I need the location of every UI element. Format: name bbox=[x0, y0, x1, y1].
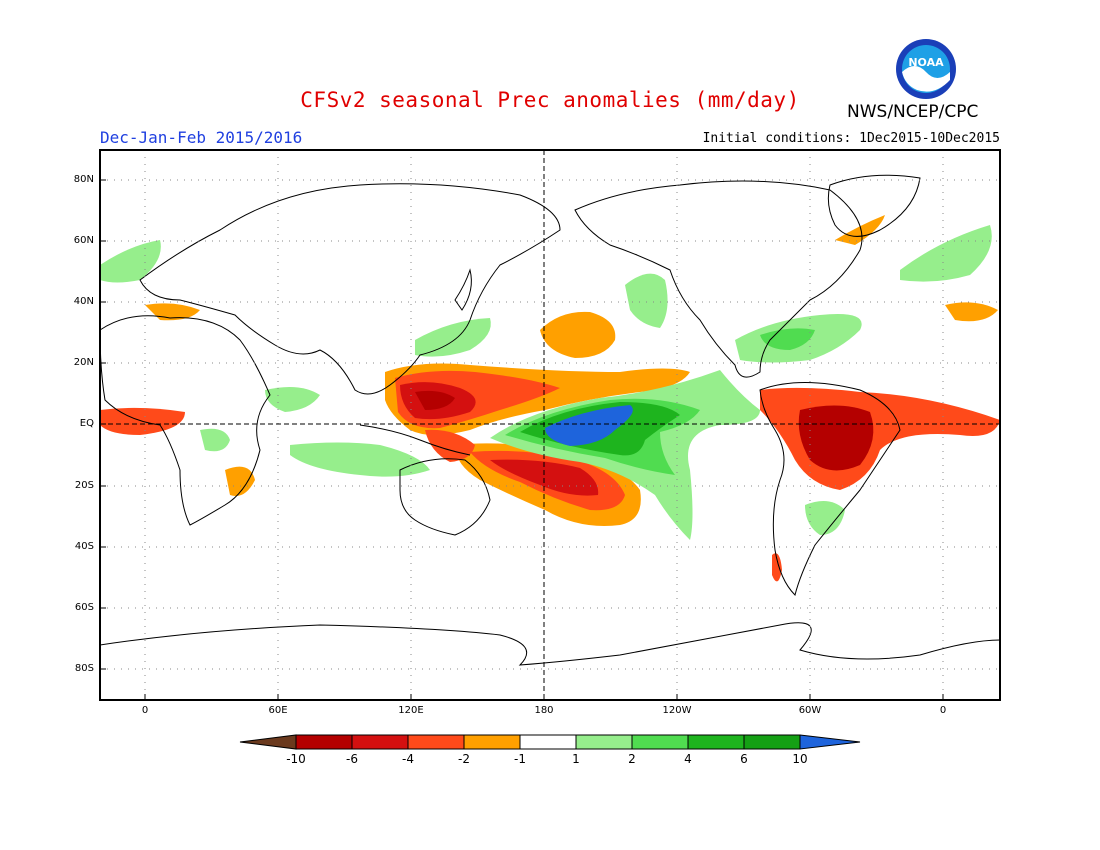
wet-anomaly-se-us-inner bbox=[760, 328, 815, 350]
colorbar-swatch-6-10 bbox=[743, 734, 801, 750]
chart-title: CFSv2 seasonal Prec anomalies (mm/day) bbox=[300, 88, 800, 112]
dry-anomaly-southern-africa bbox=[225, 466, 255, 496]
wet-anomaly-indian-ocean bbox=[290, 442, 430, 477]
colorbar-label: 4 bbox=[684, 752, 692, 766]
dry-anomaly-atlantic-east bbox=[955, 410, 995, 436]
lon-label-60w: 60W bbox=[798, 705, 822, 716]
lat-label-40n: 40N bbox=[73, 296, 94, 307]
lat-label-eq: EQ bbox=[79, 418, 94, 429]
coastline-africa bbox=[99, 315, 271, 526]
map-frame bbox=[99, 149, 1001, 701]
colorbar-swatch-minus2-minus1 bbox=[463, 734, 521, 750]
colorbar-label: 2 bbox=[628, 752, 636, 766]
coastline-south-america bbox=[759, 382, 901, 596]
dry-anomaly-greenland bbox=[835, 215, 885, 245]
lat-label-60n: 60N bbox=[73, 235, 94, 246]
lon-label-120w: 120W bbox=[662, 705, 692, 716]
dry-anomaly-southern-chile bbox=[772, 553, 782, 582]
lat-label-80n: 80N bbox=[73, 174, 94, 185]
colorbar-swatch-minus1-1 bbox=[519, 734, 577, 750]
coastline-greenland bbox=[827, 174, 921, 237]
coastline-indonesia bbox=[359, 424, 471, 456]
colorbar-label: -4 bbox=[402, 752, 414, 766]
dry-anomaly-npac-subtropics bbox=[540, 311, 616, 358]
wet-anomaly-west-indian bbox=[265, 386, 320, 412]
wet-anomaly-east-africa bbox=[200, 428, 230, 452]
colorbar-label: 10 bbox=[792, 752, 808, 766]
lat-label-40s: 40S bbox=[74, 541, 94, 552]
lat-label-80s: 80S bbox=[74, 663, 94, 674]
colorbar-swatch-2-4 bbox=[631, 734, 689, 750]
colorbar-swatch-lt-minus10 bbox=[239, 734, 297, 750]
dry-anomaly-amazon bbox=[760, 387, 1000, 490]
wet-anomaly-europe-east bbox=[900, 225, 992, 282]
lon-label-120e: 120E bbox=[398, 705, 424, 716]
graticule bbox=[100, 150, 1000, 700]
dry-anomaly-maritime bbox=[425, 429, 475, 462]
colorbar-label: 6 bbox=[740, 752, 748, 766]
dry-anomaly-wpac-north-core2 bbox=[415, 390, 455, 410]
colorbar-swatch-4-6 bbox=[687, 734, 745, 750]
agency-label: NWS/NCEP/CPC bbox=[847, 102, 979, 122]
coastline-japan bbox=[454, 268, 472, 311]
season-label: Dec-Jan-Feb 2015/2016 bbox=[100, 128, 303, 147]
colorbar-label: -10 bbox=[286, 752, 306, 766]
lon-label-0-west: 0 bbox=[141, 705, 149, 716]
anomaly-fields bbox=[100, 215, 1000, 582]
colorbar-label: -1 bbox=[514, 752, 526, 766]
lat-label-60s: 60S bbox=[74, 602, 94, 613]
colorbar-swatch-minus10-minus6 bbox=[295, 734, 353, 750]
colorbar-swatch-minus6-minus4 bbox=[351, 734, 409, 750]
wet-anomaly-eqpac-core bbox=[545, 405, 633, 446]
colorbar-swatch-minus4-minus2 bbox=[407, 734, 465, 750]
dry-anomaly-spcz-core bbox=[490, 459, 599, 496]
dry-anomaly-south-brazil-wet bbox=[805, 501, 845, 535]
logo-text: NOAA bbox=[908, 56, 944, 69]
coastline-eurasia bbox=[139, 183, 561, 395]
initial-conditions-label: Initial conditions: 1Dec2015-10Dec2015 bbox=[702, 131, 1000, 146]
lon-label-180: 180 bbox=[534, 705, 554, 716]
colorbar-label: -2 bbox=[458, 752, 470, 766]
lat-label-20n: 20N bbox=[73, 357, 94, 368]
colorbar-swatch-gt-10 bbox=[799, 734, 861, 750]
lon-label-0-east: 0 bbox=[939, 705, 947, 716]
lat-label-20s: 20S bbox=[74, 480, 94, 491]
coastlines bbox=[99, 174, 1001, 666]
dry-anomaly-amazon-core bbox=[798, 405, 874, 471]
wet-anomaly-nepac bbox=[625, 273, 668, 328]
lon-label-60e: 60E bbox=[268, 705, 288, 716]
colorbar-label: -6 bbox=[346, 752, 358, 766]
colorbar-swatch-1-2 bbox=[575, 734, 633, 750]
coastline-australia bbox=[399, 458, 491, 536]
dry-anomaly-mediterranean-east bbox=[945, 302, 998, 322]
wet-anomaly-japan bbox=[415, 318, 491, 357]
colorbar bbox=[239, 734, 861, 750]
tick-marks bbox=[100, 179, 944, 700]
coastline-north-america bbox=[574, 180, 863, 378]
wet-anomaly-europe bbox=[100, 240, 161, 283]
noaa-logo: NOAA bbox=[896, 39, 956, 99]
colorbar-label: 1 bbox=[572, 752, 580, 766]
reference-lines bbox=[100, 150, 1000, 700]
coastline-antarctica bbox=[99, 622, 1001, 666]
